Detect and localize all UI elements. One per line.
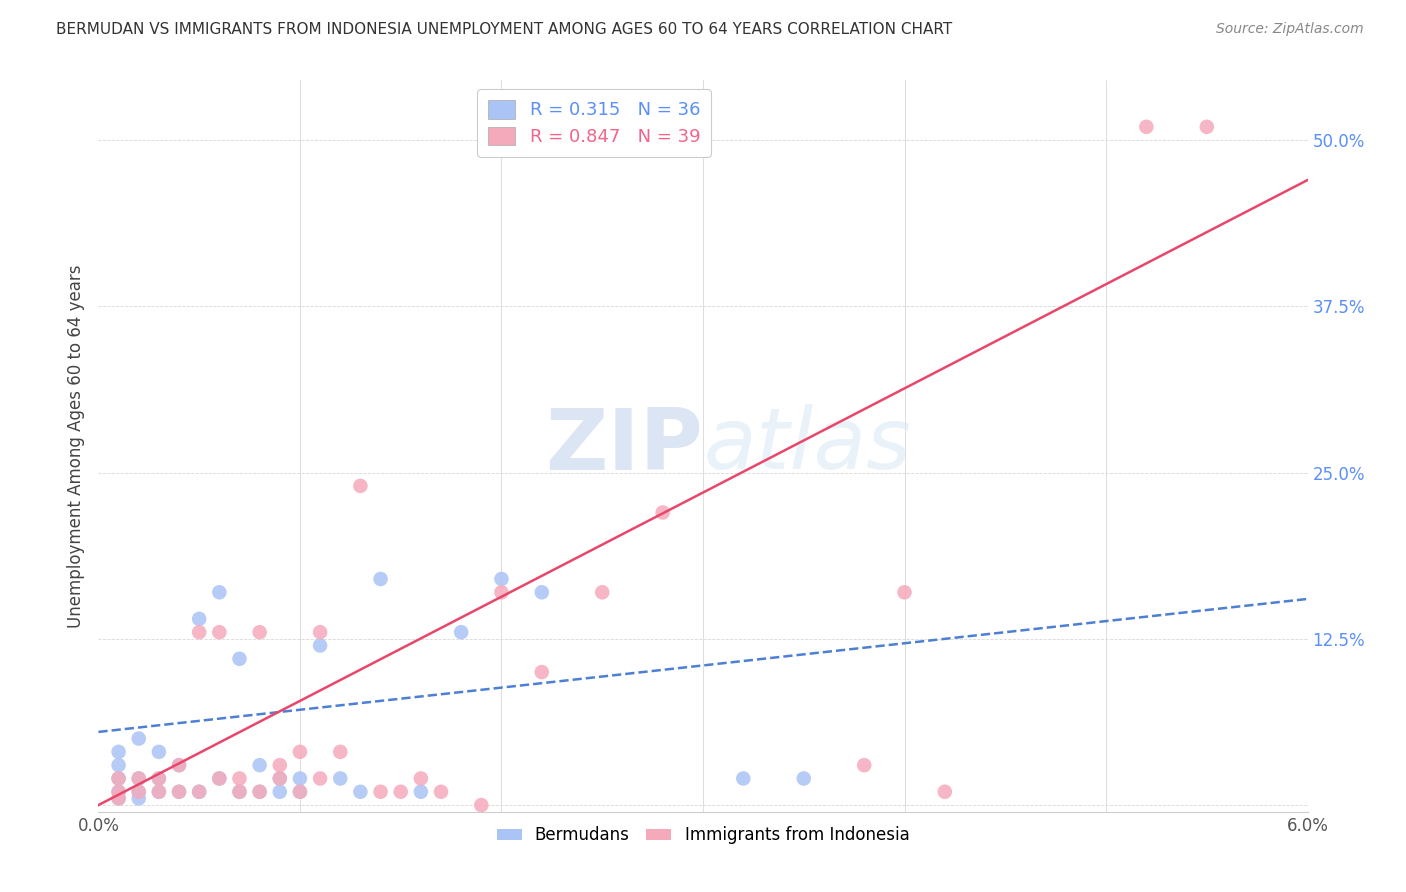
- Point: [793, 772, 815, 786]
- Point: [107, 791, 129, 805]
- Point: [893, 585, 915, 599]
- Text: atlas: atlas: [703, 404, 911, 488]
- Point: [1195, 120, 1218, 134]
- Point: [188, 612, 211, 626]
- Point: [128, 772, 150, 786]
- Point: [288, 785, 311, 799]
- Point: [107, 785, 129, 799]
- Point: [309, 625, 332, 640]
- Point: [208, 585, 231, 599]
- Point: [349, 785, 371, 799]
- Point: [651, 506, 673, 520]
- Point: [148, 772, 170, 786]
- Point: [409, 785, 432, 799]
- Point: [288, 785, 311, 799]
- Point: [128, 772, 150, 786]
- Point: [128, 785, 150, 799]
- Point: [148, 785, 170, 799]
- Point: [228, 772, 250, 786]
- Point: [470, 798, 492, 813]
- Point: [409, 772, 432, 786]
- Point: [491, 585, 513, 599]
- Point: [228, 785, 250, 799]
- Point: [934, 785, 956, 799]
- Point: [430, 785, 453, 799]
- Point: [269, 772, 291, 786]
- Point: [329, 772, 352, 786]
- Point: [107, 772, 129, 786]
- Point: [370, 785, 392, 799]
- Point: [107, 791, 129, 805]
- Point: [128, 731, 150, 746]
- Point: [309, 772, 332, 786]
- Point: [107, 745, 129, 759]
- Point: [491, 572, 513, 586]
- Point: [128, 791, 150, 805]
- Point: [128, 785, 150, 799]
- Point: [349, 479, 371, 493]
- Point: [733, 772, 755, 786]
- Point: [1135, 120, 1157, 134]
- Point: [269, 772, 291, 786]
- Point: [167, 785, 190, 799]
- Point: [269, 785, 291, 799]
- Text: ZIP: ZIP: [546, 404, 703, 488]
- Point: [148, 772, 170, 786]
- Point: [370, 572, 392, 586]
- Point: [208, 625, 231, 640]
- Point: [853, 758, 876, 772]
- Text: BERMUDAN VS IMMIGRANTS FROM INDONESIA UNEMPLOYMENT AMONG AGES 60 TO 64 YEARS COR: BERMUDAN VS IMMIGRANTS FROM INDONESIA UN…: [56, 22, 952, 37]
- Point: [269, 758, 291, 772]
- Point: [530, 585, 553, 599]
- Point: [188, 785, 211, 799]
- Point: [530, 665, 553, 679]
- Point: [167, 785, 190, 799]
- Point: [167, 758, 190, 772]
- Point: [389, 785, 412, 799]
- Point: [249, 785, 271, 799]
- Point: [309, 639, 332, 653]
- Point: [167, 758, 190, 772]
- Y-axis label: Unemployment Among Ages 60 to 64 years: Unemployment Among Ages 60 to 64 years: [66, 264, 84, 628]
- Text: Source: ZipAtlas.com: Source: ZipAtlas.com: [1216, 22, 1364, 37]
- Point: [188, 625, 211, 640]
- Point: [249, 785, 271, 799]
- Point: [228, 652, 250, 666]
- Point: [249, 625, 271, 640]
- Point: [249, 758, 271, 772]
- Point: [288, 772, 311, 786]
- Point: [188, 785, 211, 799]
- Legend: Bermudans, Immigrants from Indonesia: Bermudans, Immigrants from Indonesia: [489, 820, 917, 851]
- Point: [228, 785, 250, 799]
- Point: [208, 772, 231, 786]
- Point: [450, 625, 472, 640]
- Point: [107, 772, 129, 786]
- Point: [107, 758, 129, 772]
- Point: [591, 585, 613, 599]
- Point: [288, 745, 311, 759]
- Point: [107, 785, 129, 799]
- Point: [148, 745, 170, 759]
- Point: [148, 785, 170, 799]
- Point: [329, 745, 352, 759]
- Point: [208, 772, 231, 786]
